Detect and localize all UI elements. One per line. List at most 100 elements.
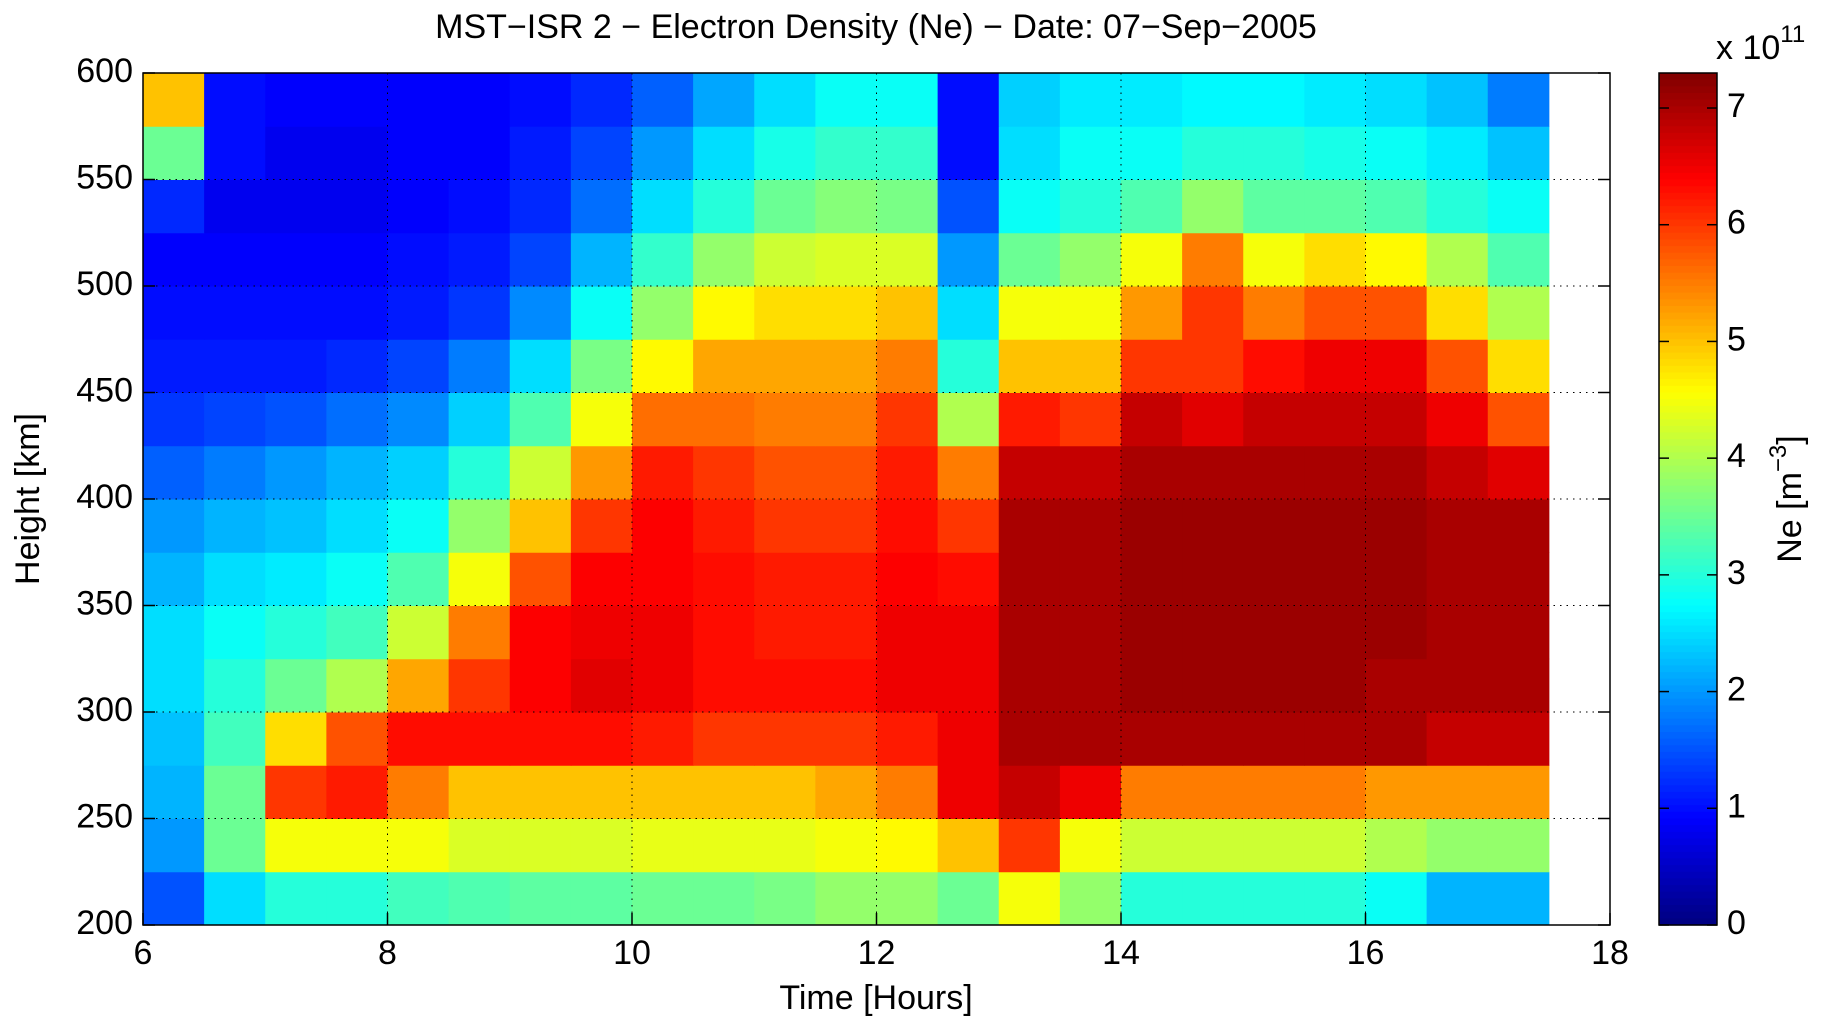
heatmap-cell [326,818,388,873]
heatmap-cell [937,818,1000,873]
colorbar-band [1659,152,1717,161]
heatmap-cell [1304,658,1366,713]
colorbar-band [1659,831,1717,840]
heatmap-cell [1426,658,1489,713]
colorbar-band [1659,518,1717,527]
heatmap-cell [1365,232,1428,287]
heatmap-cell [265,658,327,713]
heatmap [143,73,1550,926]
heatmap-cell [693,232,755,287]
colorbar-band [1659,818,1717,826]
heatmap-cell [815,605,877,660]
colorbar-band [1659,166,1717,174]
heatmap-cell [570,605,633,660]
heatmap-cell [265,339,327,393]
heatmap-cell [509,871,572,926]
heatmap-cell [876,232,939,287]
heatmap-cell [1304,552,1366,606]
y-tick-label: 600 [76,52,133,90]
heatmap-cell [693,445,755,500]
heatmap-cell [1487,871,1550,926]
heatmap-cell [693,392,755,447]
heatmap-cell [387,871,450,926]
colorbar-band [1659,106,1717,114]
colorbar-band [1659,771,1717,780]
heatmap-cell [876,818,939,873]
colorbar-band [1659,492,1717,500]
colorbar-tick-label: 5 [1727,320,1746,358]
heatmap-cell [1059,126,1122,180]
heatmap-cell [143,286,205,340]
heatmap-cell [1304,871,1366,926]
heatmap-cell [143,499,205,553]
heatmap-cell [1365,286,1428,340]
heatmap-cell [570,445,633,500]
colorbar-band [1659,365,1717,374]
colorbar-band [1659,598,1717,607]
heatmap-cell [509,445,572,500]
colorbar-band [1659,405,1717,414]
colorbar-frame [1658,72,1718,926]
heatmap-cell [143,658,205,713]
heatmap-cell [143,179,205,234]
heatmap-cell [448,765,511,819]
heatmap-cell [265,286,327,340]
heatmap-cell [1243,552,1305,606]
heatmap-cell [1426,232,1489,287]
colorbar-band [1659,439,1717,447]
heatmap-cell [693,605,755,660]
colorbar-band [1659,459,1717,467]
heatmap-cell [265,552,327,606]
heatmap-cell [204,73,266,127]
heatmap-cell [570,818,633,873]
x-tick-label: 18 [1591,934,1629,972]
heatmap-cell [998,605,1061,660]
colorbar-band [1659,731,1717,740]
colorbar-band [1659,305,1717,314]
heatmap-cell [1243,658,1305,713]
heatmap-cell [1304,765,1366,819]
heatmap-cell [1365,658,1428,713]
colorbar-band [1659,532,1717,540]
heatmap-cell [998,871,1061,926]
heatmap-cell [204,392,266,447]
colorbar-band [1659,359,1717,367]
heatmap-cell [815,552,877,606]
heatmap-cell [632,445,694,500]
heatmap-cell [204,286,266,340]
heatmap-cell [143,712,205,766]
heatmap-cell [570,712,633,766]
heatmap-cell [448,605,511,660]
heatmap-cell [998,445,1061,500]
heatmap-cell [1182,605,1244,660]
heatmap-cell [265,871,327,926]
heatmap-cell [1182,232,1244,287]
heatmap-cell [143,605,205,660]
colorbar-band [1659,911,1717,919]
heatmap-cell [815,286,877,340]
heatmap-cell [387,232,450,287]
heatmap-cell [1121,392,1183,447]
heatmap-cell [1426,286,1489,340]
y-tick-label: 200 [76,904,133,942]
heatmap-cell [632,871,694,926]
colorbar-tick-label: 3 [1727,554,1746,592]
heatmap-cell [876,126,939,180]
heatmap-cell [693,73,755,127]
heatmap-cell [754,605,816,660]
heatmap-cell [754,179,816,234]
colorbar-band [1659,239,1717,247]
colorbar-band [1659,692,1717,700]
heatmap-cell [754,286,816,340]
heatmap-cell [509,658,572,713]
heatmap-cell [693,339,755,393]
heatmap-cell [1487,179,1550,234]
heatmap-cell [754,712,816,766]
colorbar-band [1659,179,1717,187]
heatmap-cell [632,499,694,553]
heatmap-cell [1426,179,1489,234]
colorbar-band [1659,612,1717,620]
heatmap-cell [448,818,511,873]
colorbar-band [1659,538,1717,547]
x-tick-label: 12 [858,934,896,972]
